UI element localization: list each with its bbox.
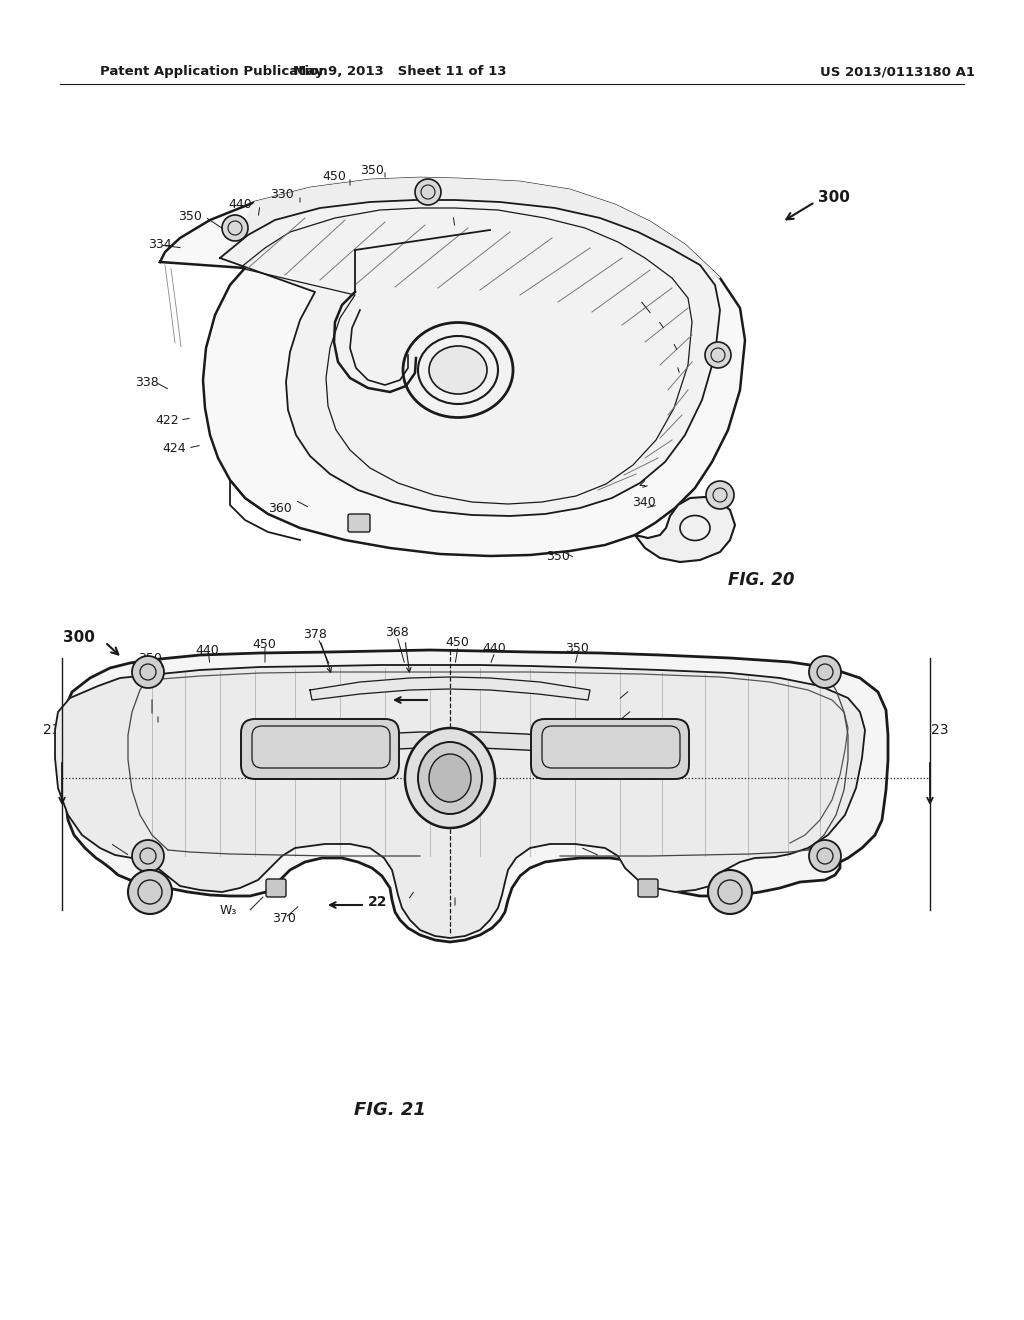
Text: 440: 440 [195,644,219,656]
Polygon shape [62,649,888,942]
Circle shape [132,656,164,688]
Text: 440: 440 [628,312,651,325]
FancyBboxPatch shape [348,513,370,532]
Polygon shape [160,178,745,556]
Text: 422: 422 [155,413,178,426]
Ellipse shape [418,742,482,814]
Text: 378: 378 [303,627,327,640]
Text: 350: 350 [645,334,669,346]
Text: 450: 450 [445,636,469,649]
Polygon shape [220,178,720,279]
Text: 450: 450 [252,639,275,652]
Circle shape [132,840,164,873]
Text: 332: 332 [623,475,646,488]
Text: 350: 350 [360,164,384,177]
Circle shape [708,870,752,913]
Text: May 9, 2013   Sheet 11 of 13: May 9, 2013 Sheet 11 of 13 [293,66,507,78]
Polygon shape [310,677,590,700]
Text: 400: 400 [415,222,439,235]
Ellipse shape [406,729,495,828]
Text: 330: 330 [270,189,294,202]
Ellipse shape [429,754,471,803]
Circle shape [706,480,734,510]
FancyBboxPatch shape [266,879,286,898]
Text: 350: 350 [546,549,570,562]
Text: 350: 350 [565,643,589,656]
Text: 400: 400 [393,891,417,904]
Text: 300: 300 [818,190,850,206]
Text: 350: 350 [138,652,162,664]
Text: 336: 336 [618,700,642,713]
Text: 336: 336 [655,355,679,368]
Text: 300: 300 [63,631,95,645]
Text: Patent Application Publication: Patent Application Publication [100,66,328,78]
Text: 22: 22 [368,895,387,909]
Text: US 2013/0113180 A1: US 2013/0113180 A1 [820,66,975,78]
Text: FIG. 21: FIG. 21 [354,1101,426,1119]
Circle shape [809,656,841,688]
Text: 350: 350 [94,837,118,850]
Text: 22: 22 [433,690,453,704]
Text: 360: 360 [268,502,292,515]
FancyBboxPatch shape [638,879,658,898]
Text: 424: 424 [162,441,185,454]
Circle shape [222,215,248,242]
Text: 23: 23 [43,723,60,737]
Polygon shape [55,665,865,939]
Circle shape [128,870,172,913]
Text: W₃: W₃ [220,903,238,916]
Text: 334: 334 [142,704,166,717]
Text: FIG. 20: FIG. 20 [728,572,795,589]
Ellipse shape [429,346,487,393]
Text: 440: 440 [482,643,506,656]
Text: 360: 360 [442,899,466,912]
Text: 334: 334 [148,239,172,252]
Text: 338: 338 [135,375,159,388]
Text: 330: 330 [136,688,160,701]
FancyBboxPatch shape [241,719,399,779]
Text: 332: 332 [615,680,639,693]
Circle shape [809,840,841,873]
Polygon shape [635,498,735,562]
Circle shape [415,180,441,205]
Text: 350: 350 [178,210,202,223]
Text: 450: 450 [322,170,346,183]
Text: 340: 340 [632,495,655,508]
Polygon shape [220,201,720,516]
Text: 450: 450 [610,292,634,305]
Text: 350: 350 [568,838,592,851]
Text: 370: 370 [272,912,296,924]
Text: 368: 368 [385,627,409,639]
Polygon shape [275,733,625,758]
FancyBboxPatch shape [531,719,689,779]
Text: 23: 23 [931,723,949,737]
Text: 440: 440 [228,198,252,211]
Circle shape [705,342,731,368]
